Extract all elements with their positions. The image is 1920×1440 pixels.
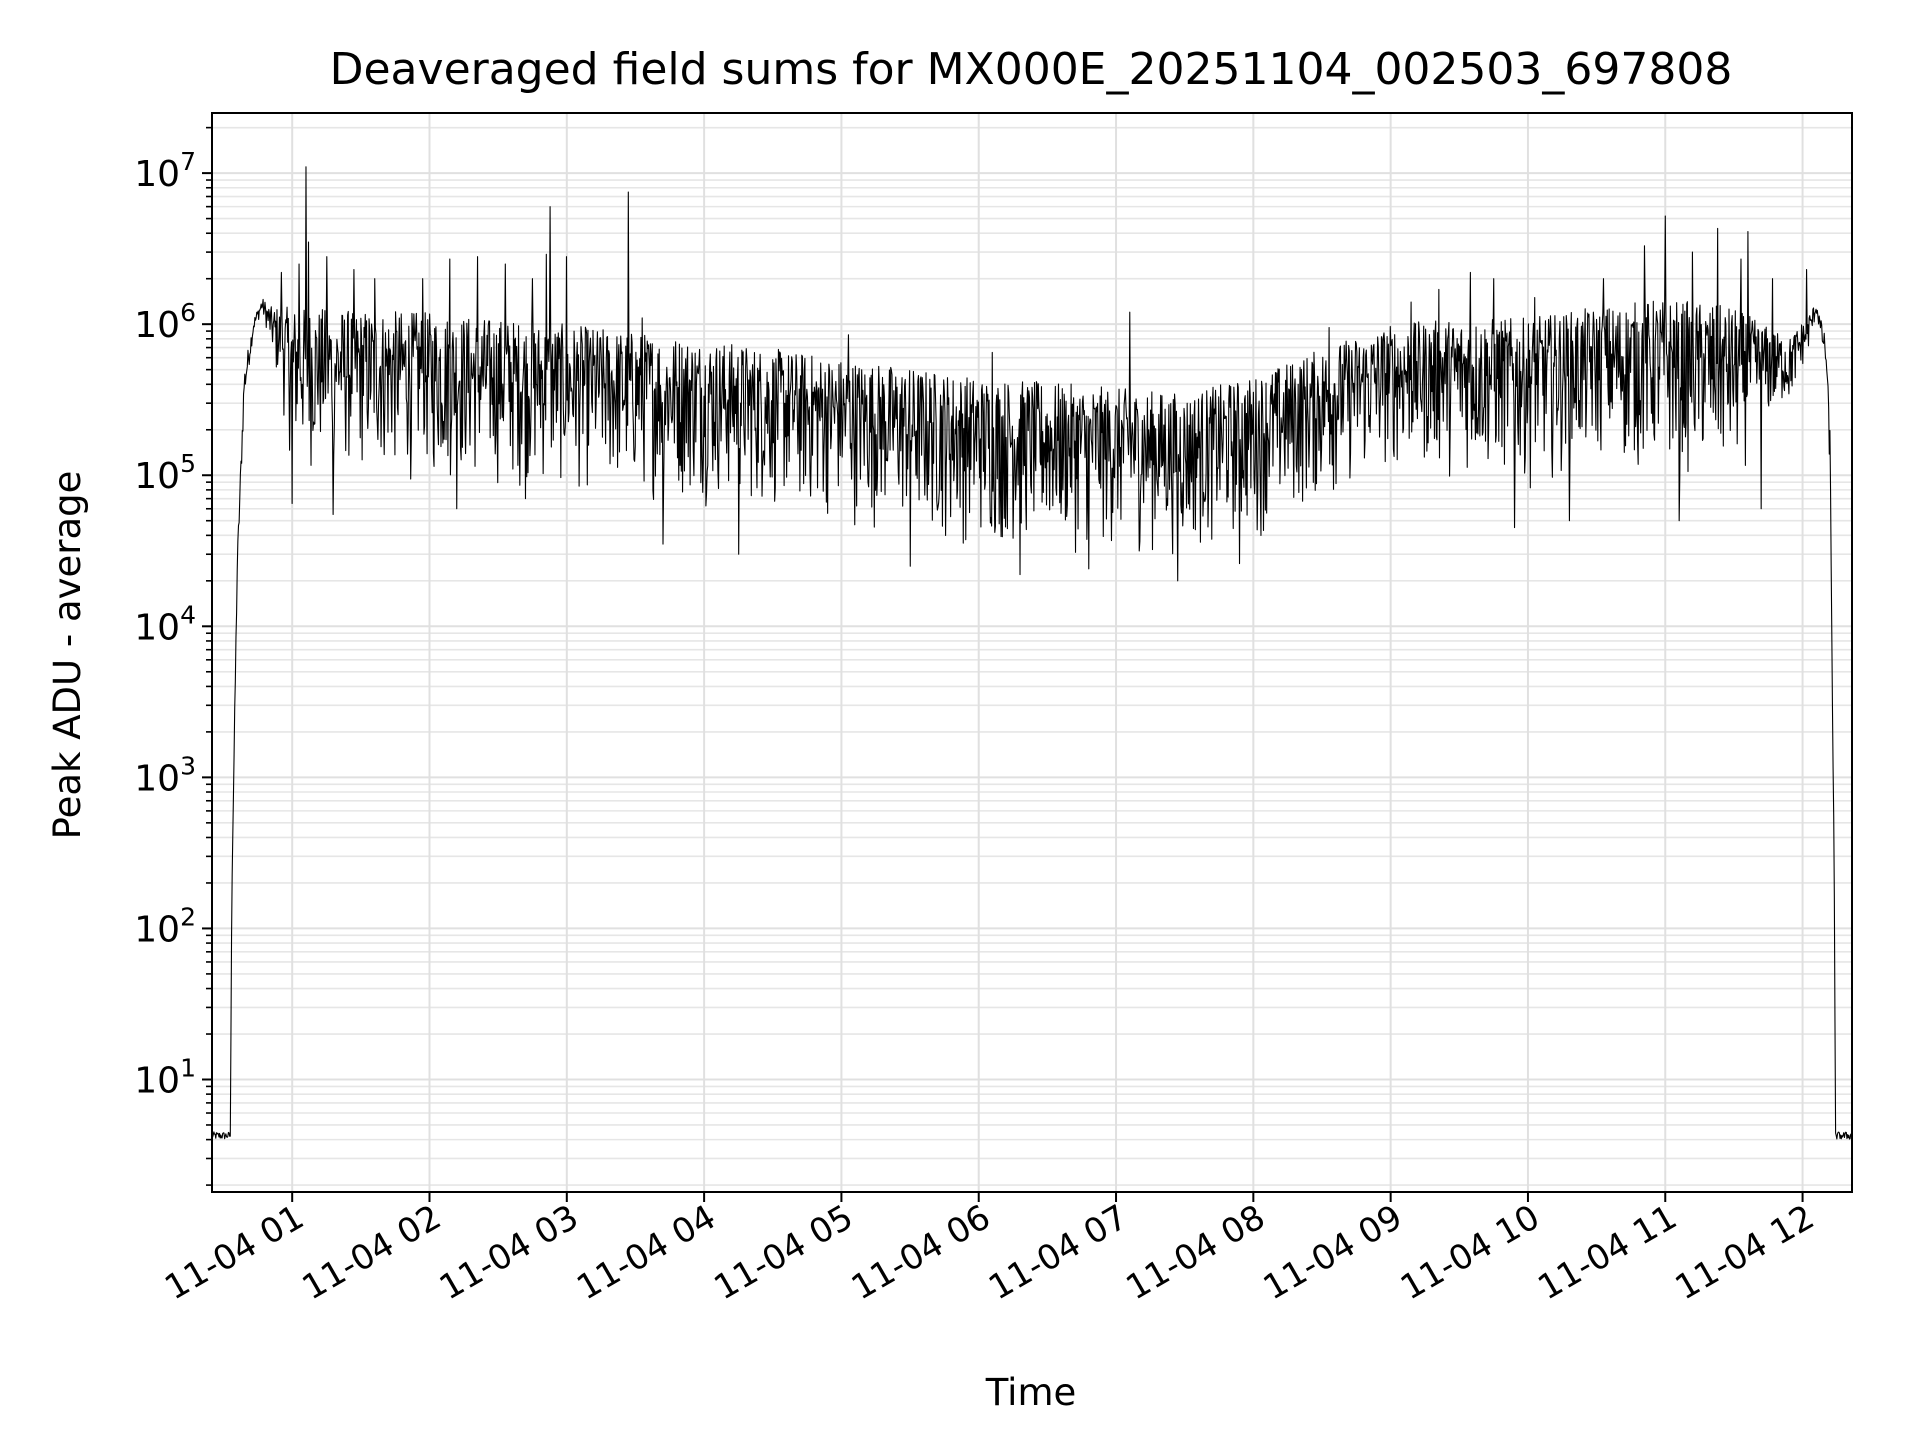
y-tick-label: 102 (134, 902, 196, 950)
y-tick-label: 107 (134, 147, 196, 195)
plot-area-frame (211, 112, 1853, 1193)
y-tick-label: 104 (134, 600, 196, 648)
chart-title: Deaveraged field sums for MX000E_2025110… (330, 44, 1733, 95)
y-tick-label: 103 (134, 751, 196, 799)
y-axis-label: Peak ADU - average (46, 471, 89, 840)
x-axis-label: Time (985, 1371, 1077, 1414)
series-line-field-sums (211, 166, 1853, 1140)
y-tick-label: 106 (134, 298, 196, 346)
y-tick-label: 105 (134, 449, 196, 497)
y-tick-label: 101 (134, 1053, 196, 1101)
major-gridlines (212, 113, 1852, 1192)
y-axis: 101 102 103 104 105 106 107 (134, 126, 212, 1186)
minor-gridlines (212, 126, 1852, 1186)
